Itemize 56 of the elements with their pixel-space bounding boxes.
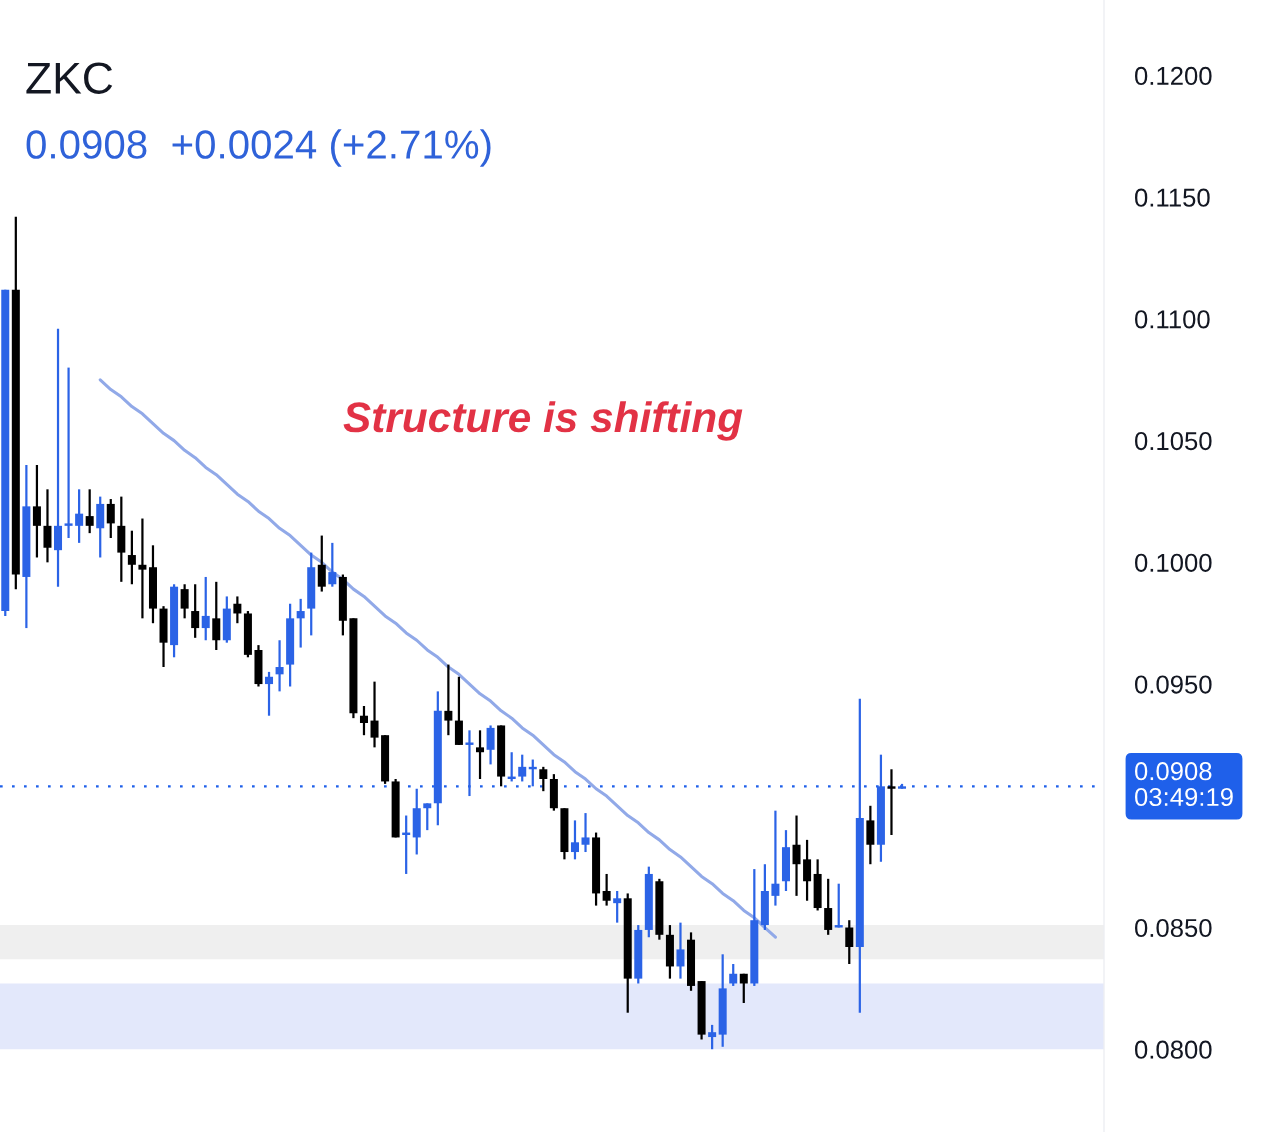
line-series: [98, 378, 777, 939]
y-tick-label: 0.1150: [1135, 188, 1210, 207]
text: 0.0908 +0.0024 (+2.71%): [26, 129, 491, 167]
y-tick-label: 0.1050: [1135, 432, 1212, 451]
candlestick: [423, 802, 432, 832]
candlestick: [75, 488, 84, 544]
candlestick: [824, 877, 833, 936]
y-tick-label: 0.1100: [1135, 310, 1210, 329]
candlestick: [739, 972, 748, 1005]
candlestick: [803, 838, 812, 902]
candlestick: [465, 729, 474, 798]
candlestick: [887, 768, 896, 837]
candlestick: [317, 534, 326, 593]
y-tick-label: 0.1000: [1135, 553, 1212, 572]
candlestick: [539, 765, 548, 793]
candlestick: [265, 670, 274, 717]
candlestick: [602, 872, 611, 907]
candlestick: [180, 583, 189, 620]
candlestick: [476, 729, 485, 781]
candlestick: [613, 889, 622, 924]
candlestick: [43, 488, 52, 564]
candlestick: [444, 663, 453, 737]
candlestick: [212, 580, 221, 652]
y-tick-label: 0.0950: [1135, 675, 1212, 694]
candlestick: [328, 541, 337, 588]
candlestick: [106, 497, 115, 540]
y-tick-label: 0.1200: [1135, 66, 1212, 86]
candlestick: [54, 327, 63, 588]
candlestick: [676, 921, 685, 980]
candlestick: [296, 597, 305, 649]
candlestick: [486, 724, 495, 766]
y-tick-label: 0.0850: [1135, 918, 1212, 938]
candlestick: [834, 882, 843, 929]
candlestick: [845, 919, 854, 966]
candlestick: [191, 583, 200, 639]
candlestick: [370, 680, 379, 749]
candlestick: [792, 814, 801, 897]
candlestick: [138, 517, 147, 620]
text: ZKC: [26, 62, 113, 94]
candlestick: [275, 639, 284, 693]
candlestick: [32, 463, 41, 559]
candlestick: [570, 819, 579, 861]
candlestick: [729, 962, 738, 988]
candlestick: [581, 811, 590, 854]
candlestick: [708, 1023, 717, 1051]
y-tick-label: 0.0800: [1135, 1040, 1212, 1059]
candlestick: [64, 366, 73, 540]
candlestick: [518, 753, 527, 783]
candlestick: [233, 595, 242, 625]
ref-line-label: 0.0908 03:49:19: [1135, 762, 1233, 807]
candlestick: [85, 488, 94, 535]
candlestick: [201, 575, 210, 642]
candlestick: [127, 529, 136, 586]
annotation: Structure is shifting: [343, 401, 743, 441]
candlestick: [359, 704, 368, 737]
candlestick: [771, 809, 780, 907]
